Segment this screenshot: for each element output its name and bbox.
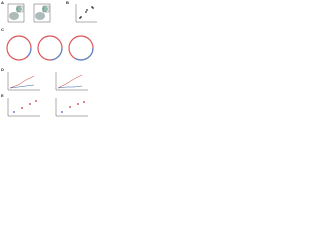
panel-label: E <box>1 93 4 98</box>
panel-label: D <box>1 67 4 72</box>
panel-label: B <box>66 0 69 5</box>
panel-label: A <box>1 0 4 5</box>
circle-plots <box>6 35 94 61</box>
flow-plots <box>7 3 51 23</box>
page: {"panels": [{"label": "A"}, {"label": "B… <box>0 0 100 118</box>
bottom-dot-plots <box>7 98 88 117</box>
panel-label: C <box>1 27 4 32</box>
line-charts <box>7 72 88 91</box>
dot-plot <box>75 4 97 23</box>
figure: A B C D E <box>1 0 97 117</box>
